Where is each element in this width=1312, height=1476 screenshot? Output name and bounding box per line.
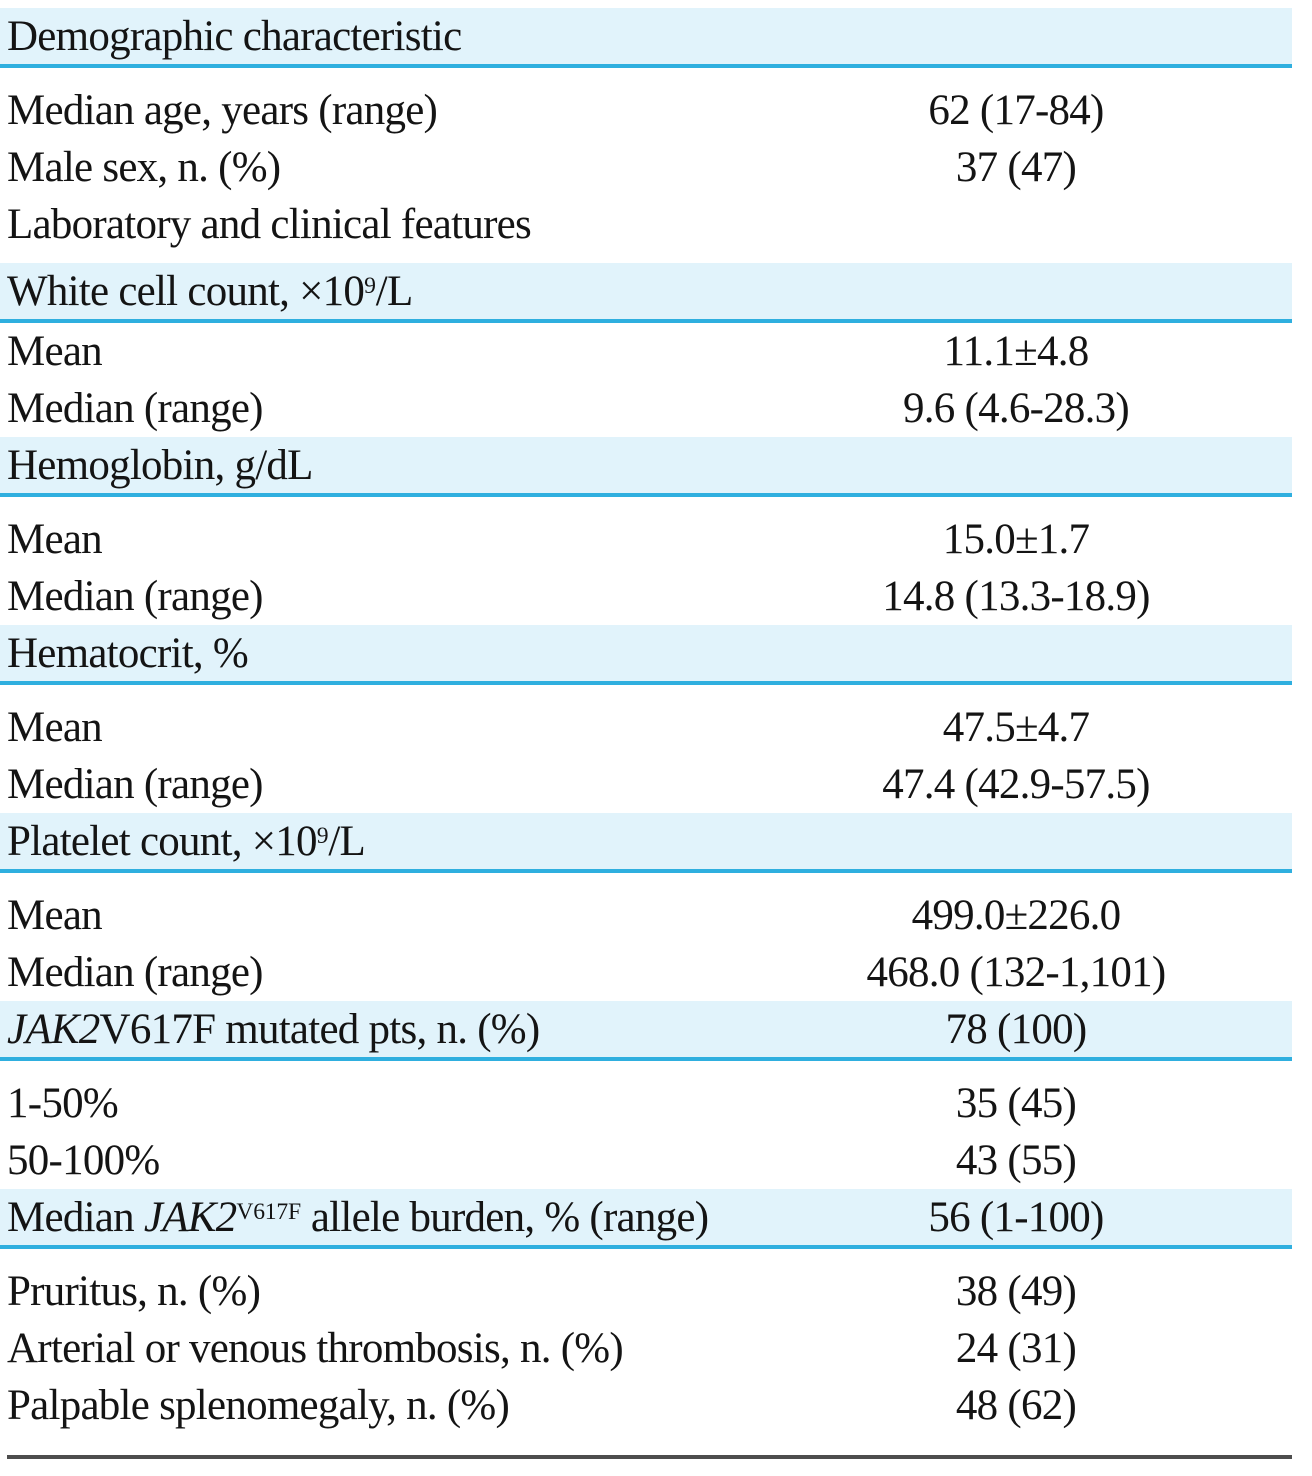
section-header-row-hemoglobin: Hemoglobin, g/dL <box>0 437 1292 497</box>
row-value: 47.5±4.7 <box>942 704 1090 751</box>
section-title-text: Median <box>7 1194 144 1241</box>
row-label: Palpable splenomegaly, n. (%) <box>7 1382 510 1429</box>
superscript-9: 9 <box>316 823 329 850</box>
row-label: Median age, years (range) <box>7 87 438 134</box>
table-row-hgb-mean: Mean 15.0±1.7 <box>0 511 1292 568</box>
row-label: Median (range) <box>7 949 263 996</box>
section-title: JAK2V617F mutated pts, n. (%) <box>0 1001 740 1057</box>
table-row-wbc-median: Median (range) 9.6 (4.6-28.3) <box>0 380 1292 437</box>
row-label: Mean <box>7 328 103 375</box>
row-value: 38 (49) <box>955 1268 1077 1315</box>
table-bottom-rule <box>7 1455 1292 1459</box>
row-value: 468.0 (132-1,101) <box>866 949 1167 996</box>
table-row-plt-mean: Mean 499.0±226.0 <box>0 887 1292 944</box>
row-value: 56 (1-100) <box>928 1194 1104 1241</box>
gene-name-italic: JAK2 <box>7 1006 100 1053</box>
table-row-pruritus: Pruritus, n. (%) 38 (49) <box>0 1263 1292 1320</box>
table-row-median-age: Median age, years (range) 62 (17-84) <box>0 82 1292 139</box>
section-title: Hematocrit, % <box>7 630 249 677</box>
table-row-lab-clinical-features: Laboratory and clinical features <box>0 196 1292 253</box>
row-value <box>740 625 1292 681</box>
section-title-unit: /L <box>375 268 413 315</box>
section-title: Platelet count, ×109/L <box>0 813 740 869</box>
gene-name-italic: JAK2 <box>143 1194 237 1241</box>
table-row-hct-mean: Mean 47.5±4.7 <box>0 699 1292 756</box>
row-label: Male sex, n. (%) <box>7 144 281 191</box>
section-title: Hemoglobin, g/dL <box>7 442 313 489</box>
table-row-wbc-mean: Mean 11.1±4.8 <box>0 323 1292 380</box>
row-label: Pruritus, n. (%) <box>7 1268 261 1315</box>
row-value: 47.4 (42.9-57.5) <box>882 761 1150 808</box>
row-label: 1-50% <box>7 1080 119 1127</box>
section-header-row-white-cell-count: White cell count, ×109/L <box>0 263 1292 323</box>
section-header-row-demographic: Demographic characteristic <box>0 8 1292 68</box>
table-row-hgb-median: Median (range) 14.8 (13.3-18.9) <box>0 568 1292 625</box>
row-label: Mean <box>7 704 103 751</box>
row-value: 35 (45) <box>955 1080 1077 1127</box>
row-label: Arterial or venous thrombosis, n. (%) <box>7 1325 624 1372</box>
row-label: Mean <box>7 516 103 563</box>
row-value: 78 (100) <box>945 1006 1088 1053</box>
row-value: 43 (55) <box>955 1137 1077 1184</box>
row-value <box>740 8 1292 64</box>
superscript-9: 9 <box>364 273 376 300</box>
row-value <box>740 196 1292 253</box>
row-value: 37 (47) <box>955 144 1077 191</box>
section-title-unit: /L <box>328 818 366 865</box>
row-value: 9.6 (4.6-28.3) <box>903 385 1130 432</box>
table-row-thrombosis: Arterial or venous thrombosis, n. (%) 24… <box>0 1320 1292 1377</box>
superscript-v617f: V617F <box>236 1199 301 1226</box>
table-row-plt-median: Median (range) 468.0 (132-1,101) <box>0 944 1292 1001</box>
row-label: Mean <box>7 892 103 939</box>
row-value: 15.0±1.7 <box>942 516 1090 563</box>
row-value: 48 (62) <box>955 1382 1077 1429</box>
section-title-text: V617F mutated pts, n. (%) <box>99 1006 541 1053</box>
section-header-row-median-allele-burden: Median JAK2V617F allele burden, % (range… <box>0 1189 1292 1249</box>
row-value: 499.0±226.0 <box>911 892 1122 939</box>
section-title-text: White cell count, ×10 <box>7 268 365 315</box>
row-label: 50-100% <box>7 1137 160 1184</box>
section-title-unit: allele burden, % (range) <box>300 1194 709 1241</box>
table-row-allele-50-100: 50-100% 43 (55) <box>0 1132 1292 1189</box>
row-value <box>740 437 1292 493</box>
row-label: Median (range) <box>7 573 263 620</box>
section-title: Median JAK2V617F allele burden, % (range… <box>0 1189 740 1245</box>
row-value: 24 (31) <box>955 1325 1077 1372</box>
table-row-hct-median: Median (range) 47.4 (42.9-57.5) <box>0 756 1292 813</box>
section-header-row-hematocrit: Hematocrit, % <box>0 625 1292 685</box>
row-value <box>740 813 1292 869</box>
section-title-text: Platelet count, ×10 <box>7 818 317 865</box>
section-header-row-platelet-count: Platelet count, ×109/L <box>0 813 1292 873</box>
row-label: Median (range) <box>7 385 263 432</box>
row-value: 11.1±4.8 <box>943 328 1089 375</box>
row-value: 62 (17-84) <box>928 87 1104 134</box>
table-row-male-sex: Male sex, n. (%) 37 (47) <box>0 139 1292 196</box>
row-label: Laboratory and clinical features <box>7 201 532 248</box>
section-title: Demographic characteristic <box>7 13 462 60</box>
table-row-splenomegaly: Palpable splenomegaly, n. (%) 48 (62) <box>0 1377 1292 1434</box>
section-title: White cell count, ×109/L <box>0 263 740 319</box>
row-label: Median (range) <box>7 761 263 808</box>
row-value: 14.8 (13.3-18.9) <box>882 573 1150 620</box>
row-value <box>740 263 1292 319</box>
section-header-row-jak2-mutated: JAK2V617F mutated pts, n. (%) 78 (100) <box>0 1001 1292 1061</box>
table-row-allele-1-50: 1-50% 35 (45) <box>0 1075 1292 1132</box>
